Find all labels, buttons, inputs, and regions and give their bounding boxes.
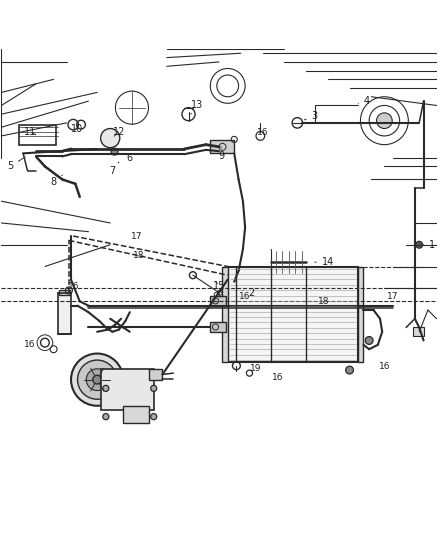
Circle shape [86,369,108,391]
Bar [358,266,364,362]
Circle shape [103,414,109,419]
Circle shape [78,360,117,399]
Text: 1: 1 [424,240,435,250]
Circle shape [346,366,353,374]
Bar [210,296,226,305]
Circle shape [151,414,157,419]
Text: 17: 17 [131,232,142,241]
Bar [210,322,226,332]
Text: 16: 16 [378,362,390,371]
Circle shape [111,148,118,155]
Text: 12: 12 [113,126,125,136]
Bar [228,266,358,362]
Circle shape [151,385,157,391]
Bar [59,290,70,295]
Text: 6: 6 [127,149,133,163]
Circle shape [93,375,102,384]
Bar [210,140,234,154]
Circle shape [377,113,392,128]
Text: 9: 9 [218,147,224,160]
Circle shape [103,385,109,391]
Bar [123,406,149,423]
Circle shape [416,241,423,248]
Bar [223,266,228,362]
Text: 7: 7 [109,162,119,176]
Bar [102,369,154,410]
Text: 13: 13 [191,100,203,114]
Text: 2: 2 [243,288,255,297]
Text: 5: 5 [7,157,25,172]
Bar [149,369,162,379]
Text: 3: 3 [304,111,318,122]
Bar [58,293,71,334]
Text: 8: 8 [50,175,62,187]
Bar [19,125,56,144]
Text: 16: 16 [68,281,80,290]
Bar [413,327,424,336]
Text: 19: 19 [250,364,262,373]
Text: 17: 17 [387,293,399,302]
Text: 15: 15 [213,281,225,291]
Text: 11: 11 [24,126,36,136]
Text: 18: 18 [318,297,329,306]
Text: 10: 10 [71,124,84,134]
Text: 16: 16 [24,341,35,349]
Text: 18: 18 [133,251,144,260]
Text: 16: 16 [272,373,283,382]
Text: 16: 16 [257,128,268,137]
Text: 16: 16 [239,292,251,301]
Circle shape [101,128,120,148]
Circle shape [365,336,373,344]
Circle shape [71,353,123,406]
Text: 4: 4 [358,96,370,106]
Text: 14: 14 [315,257,334,267]
